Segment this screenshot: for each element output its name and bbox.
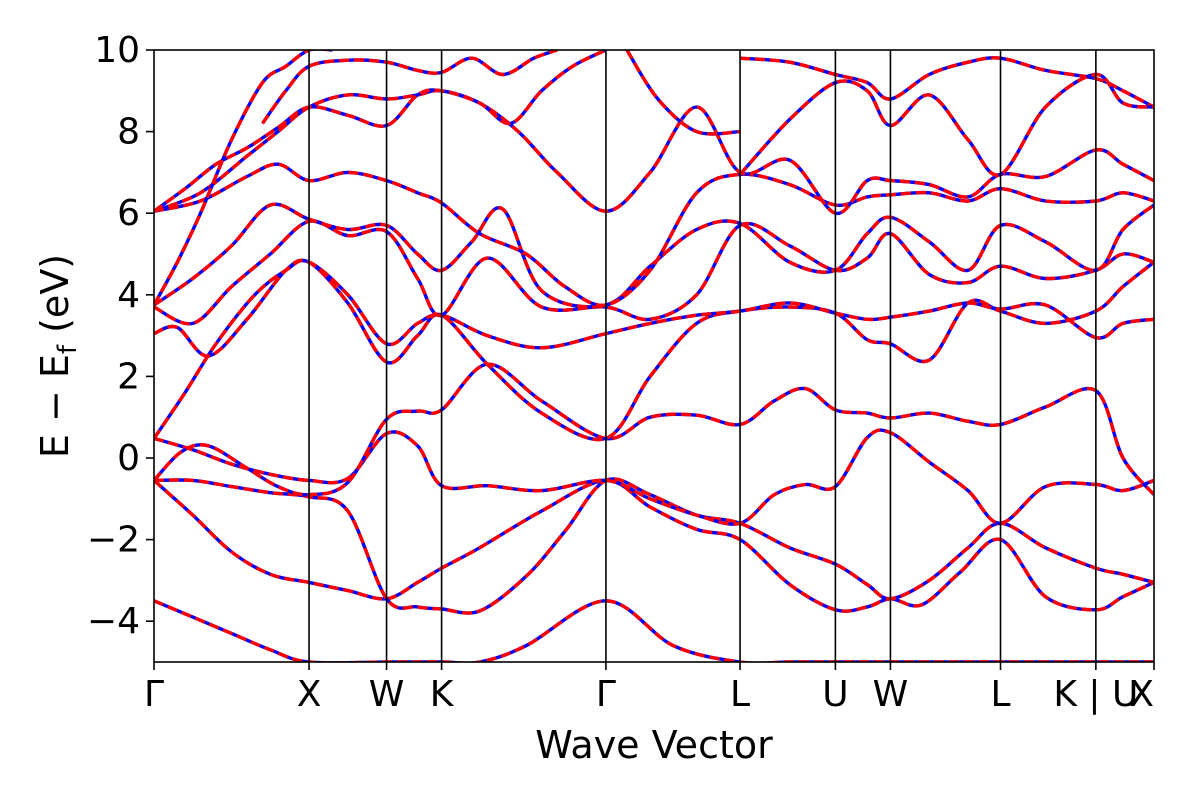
band-line-2 bbox=[154, 477, 1154, 615]
band-line-0 bbox=[154, 599, 1154, 662]
band-line-3 bbox=[154, 428, 1154, 526]
band-line-14 bbox=[739, 56, 1154, 109]
band-line-9 bbox=[154, 162, 1154, 308]
x-tick-label-9: K | U bbox=[1053, 674, 1138, 715]
y-tick-label-5: 6 bbox=[117, 193, 140, 234]
x-axis-label: Wave Vector bbox=[535, 723, 773, 767]
band-line-8 bbox=[154, 202, 1154, 309]
x-tick-label-3: K bbox=[430, 674, 455, 715]
y-axis-label-main: E − E bbox=[33, 354, 77, 458]
x-tick-label-7: W bbox=[873, 674, 909, 715]
plot-frame bbox=[153, 49, 1155, 663]
y-axis: −4 −2 0 2 4 6 8 10 bbox=[87, 30, 154, 642]
x-tick-label-5: L bbox=[730, 674, 750, 715]
band-line-7 bbox=[154, 219, 1154, 326]
x-tick-label-8: L bbox=[990, 674, 1010, 715]
y-tick-label-4: 4 bbox=[117, 275, 140, 316]
x-tick-label-10: X bbox=[1129, 674, 1154, 715]
band-line-10 bbox=[154, 88, 1154, 215]
band-line-12 bbox=[154, 50, 333, 306]
y-tick-label-3: 2 bbox=[117, 356, 140, 397]
band-line-6 bbox=[154, 258, 1154, 358]
y-tick-label-2: 0 bbox=[117, 438, 140, 479]
band-line-16 bbox=[625, 50, 741, 136]
band-line-13 bbox=[261, 50, 558, 125]
y-axis-label-unit: (eV) bbox=[33, 254, 77, 345]
kpoint-lines bbox=[308, 50, 1097, 662]
x-tick-label-6: U bbox=[822, 674, 848, 715]
x-tick-label-0: Γ bbox=[144, 674, 164, 715]
y-tick-label-6: 8 bbox=[117, 112, 140, 153]
y-axis-label: E − Ef (eV) bbox=[33, 254, 83, 458]
y-tick-label-7: 10 bbox=[94, 30, 140, 71]
x-tick-label-4: Γ bbox=[596, 674, 616, 715]
y-axis-label-subscript: f bbox=[53, 344, 83, 354]
x-tick-label-2: W bbox=[369, 674, 405, 715]
bands-layer bbox=[154, 50, 1154, 662]
x-tick-label-1: X bbox=[297, 674, 322, 715]
y-tick-label-0: −4 bbox=[87, 601, 140, 642]
band-line-4 bbox=[154, 362, 1154, 497]
band-line-1 bbox=[154, 478, 1154, 613]
y-tick-label-1: −2 bbox=[87, 520, 140, 561]
band-line-15 bbox=[738, 72, 1154, 177]
